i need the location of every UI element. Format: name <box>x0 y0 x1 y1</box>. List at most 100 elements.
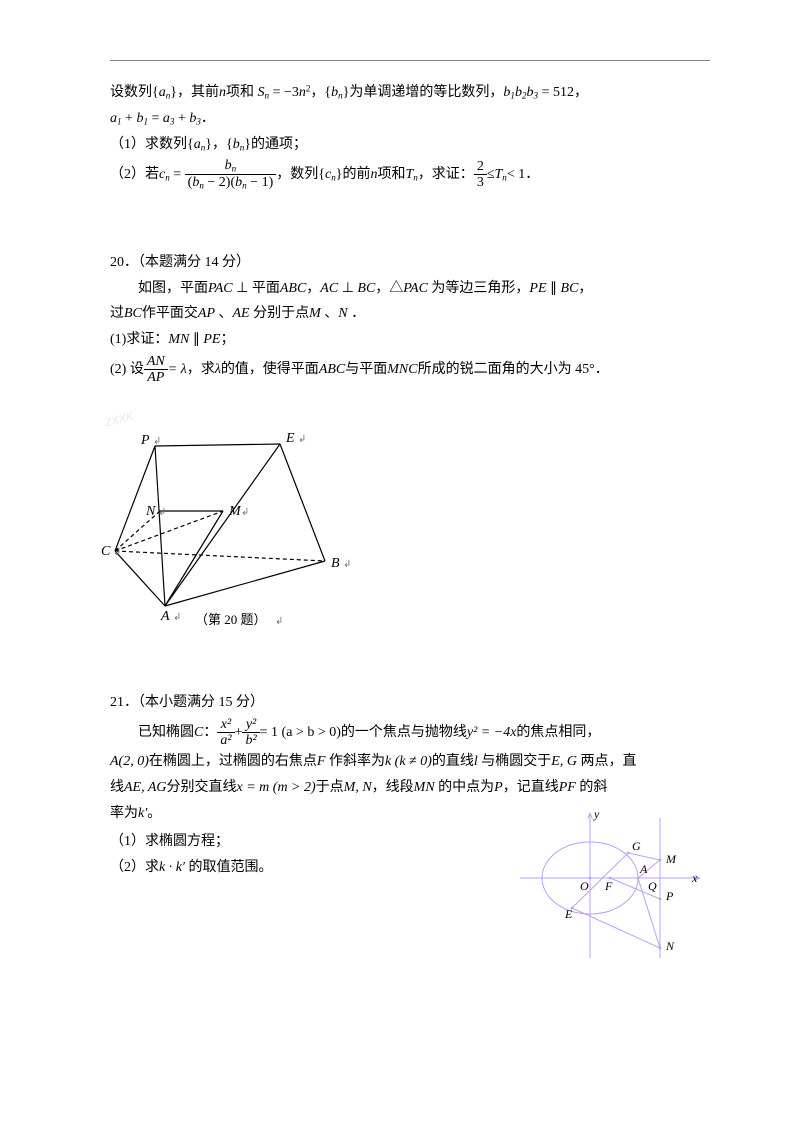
var: C <box>194 721 203 745</box>
text: ： <box>203 721 217 745</box>
var-n: n <box>219 85 226 100</box>
svg-text:A: A <box>639 862 648 876</box>
svg-text:↲: ↲ <box>241 507 249 518</box>
p20-header: 20．（本题满分 14 分） <box>110 251 710 275</box>
text: 设数列 <box>110 85 152 100</box>
eq-lambda: = λ <box>168 358 187 382</box>
svg-text:M: M <box>228 504 242 519</box>
text: 的中点为 <box>435 780 495 795</box>
text: 的直线 <box>432 754 474 769</box>
text: 所成的锐二面角的大小为 45°． <box>418 358 609 382</box>
text: ， <box>310 85 324 100</box>
p19-q1: （1）求数列{an}，{bn}的通项； <box>110 133 710 157</box>
text: 的值，使得平面 <box>221 358 319 382</box>
svg-text:A: A <box>160 609 170 624</box>
text: 在椭圆上，过椭圆的右焦点 <box>149 754 317 769</box>
p21-figure-svg: yxOFAQGEMPN <box>510 808 710 968</box>
var: E, G <box>551 754 577 769</box>
text: ，其前 <box>177 85 219 100</box>
var: AP <box>198 306 215 321</box>
var: k (k ≠ 0) <box>385 754 432 769</box>
var: BC <box>561 281 579 296</box>
text: 已知椭圆 <box>138 721 194 745</box>
text: 率为 <box>110 806 138 821</box>
top-rule <box>110 60 710 61</box>
p20-figure-wrap: ZXXK P↲E↲N↲M↲C↲B↲A↲（第 20 题）↲ <box>100 416 710 631</box>
frac-AN-AP: AN AP <box>144 354 168 386</box>
text: 、 <box>215 306 233 321</box>
text: 作斜率为 <box>325 754 385 769</box>
text: ． <box>348 306 366 321</box>
text: 与平面 <box>345 358 387 382</box>
svg-text:Q: Q <box>648 879 657 893</box>
var: PE <box>203 332 220 347</box>
var: AE, AG <box>124 780 167 795</box>
text: 两点，直 <box>577 754 637 769</box>
svg-text:N: N <box>145 504 156 519</box>
var: AE <box>233 306 250 321</box>
svg-text:↲: ↲ <box>275 616 283 627</box>
var: ABC <box>280 281 306 296</box>
plus: + <box>235 721 243 745</box>
text: (2) 设 <box>110 358 144 382</box>
text: ，线段 <box>372 780 414 795</box>
p21-figure-wrap: yxOFAQGEMPN <box>510 808 710 968</box>
text: （1）求数列 <box>110 137 187 152</box>
text: 。 <box>147 806 161 821</box>
var: MN <box>414 780 435 795</box>
text: ⊥ <box>233 281 252 296</box>
p21-q1: （1）求椭圆方程； <box>110 830 510 854</box>
svg-text:C: C <box>101 544 111 559</box>
text: 与椭圆交于 <box>478 754 552 769</box>
p21-q2: （2）求k · k′ 的取值范围。 <box>110 856 510 880</box>
text: ，记直线 <box>503 780 559 795</box>
text: ⊥ <box>338 281 357 296</box>
var: BC <box>124 306 142 321</box>
text: 分别交直线 <box>167 780 237 795</box>
text: 、 <box>321 306 339 321</box>
p19-intro-line1: 设数列{an}，其前n项和 Sn = −3n2，{bn}为单调递增的等比数列，b… <box>110 81 710 105</box>
svg-text:F: F <box>604 879 613 893</box>
var: N <box>338 306 347 321</box>
text: 线 <box>110 780 124 795</box>
p21-line2: A(2, 0)在椭圆上，过椭圆的右焦点F 作斜率为k (k ≠ 0)的直线l 与… <box>110 750 710 774</box>
p21-line1: 已知椭圆C： x²a² + y²b² = 1 (a > b > 0) 的一个焦点… <box>110 717 710 749</box>
text: 的通项； <box>251 137 307 152</box>
text: 如图，平面 <box>138 281 208 296</box>
text: ． <box>201 111 215 126</box>
text: 平面 <box>252 281 280 296</box>
text: 的斜 <box>576 780 608 795</box>
text: 的前 <box>342 163 370 187</box>
text: (1)求证： <box>110 332 168 347</box>
text: ， <box>306 281 320 296</box>
frac-x2a2: x²a² <box>217 717 234 749</box>
var: A(2, 0) <box>110 754 149 769</box>
frac-cn: bn (bn − 2)(bn − 1) <box>185 158 277 190</box>
svg-text:N: N <box>665 939 675 953</box>
p19-intro-line2: a1 + b1 = a3 + b3． <box>110 107 710 131</box>
var: MN <box>168 332 189 347</box>
svg-text:E: E <box>285 431 295 446</box>
svg-text:↲: ↲ <box>173 612 181 623</box>
var: ABC <box>319 358 345 382</box>
text: 作平面交 <box>142 306 198 321</box>
text: ，△ <box>375 281 403 296</box>
text: 于点 <box>316 780 344 795</box>
eq1: = 1 (a > b > 0) <box>260 721 341 745</box>
var: k′ <box>138 806 147 821</box>
p21-header: 21．（本小题满分 15 分） <box>110 691 710 715</box>
text: 分别于点 <box>250 306 310 321</box>
problem-19: 设数列{an}，其前n项和 Sn = −3n2，{bn}为单调递增的等比数列，b… <box>110 81 710 191</box>
svg-text:x: x <box>691 871 698 885</box>
frac-23: 2 3 <box>474 159 487 191</box>
svg-text:B: B <box>331 556 340 571</box>
text: （2）求 <box>110 860 159 875</box>
var: AC <box>320 281 338 296</box>
svg-text:↲: ↲ <box>158 507 166 518</box>
p20-line1: 如图，平面PAC ⊥ 平面ABC，AC ⊥ BC，△PAC 为等边三角形，PE … <box>110 277 710 301</box>
text: ； <box>220 332 234 347</box>
svg-text:P: P <box>665 889 674 903</box>
p20-q1: (1)求证：MN ∥ PE； <box>110 328 710 352</box>
p21-line3: 线AE, AG分别交直线x = m (m > 2)于点M, N，线段MN 的中点… <box>110 776 710 800</box>
svg-text:y: y <box>593 808 600 821</box>
